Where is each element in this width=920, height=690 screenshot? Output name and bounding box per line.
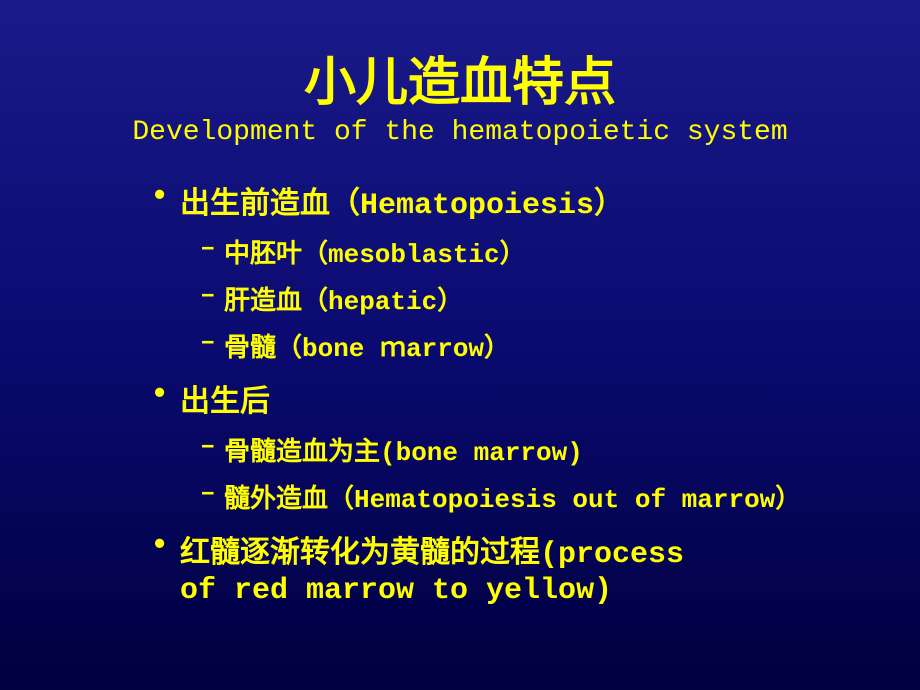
bullet-level2: 髓外造血（Hematopoiesis out of marrow）	[200, 478, 860, 515]
bullet-level1: 出生后	[150, 376, 860, 421]
bullet-level2: 骨髓造血为主(bone marrow)	[200, 431, 860, 468]
bullet-level1: 红髓逐渐转化为黄髓的过程(process	[150, 527, 860, 572]
bullet-level2: 肝造血（hepatic）	[200, 280, 860, 317]
slide-title-main: 小儿造血特点	[60, 40, 860, 115]
slide-title-sub: Development of the hematopoietic system	[60, 117, 860, 148]
bullet-level2: 中胚叶（mesoblastic）	[200, 233, 860, 270]
slide-container: 小儿造血特点 Development of the hematopoietic …	[0, 0, 920, 690]
bullet-level2: 骨髓（bone ｍarrow）	[200, 327, 860, 364]
bullet-level1: 出生前造血（Hematopoiesis）	[150, 178, 860, 223]
bullet-wrap: of red marrow to yellow)	[180, 574, 860, 608]
slide-content: 出生前造血（Hematopoiesis） 中胚叶（mesoblastic） 肝造…	[150, 178, 860, 608]
